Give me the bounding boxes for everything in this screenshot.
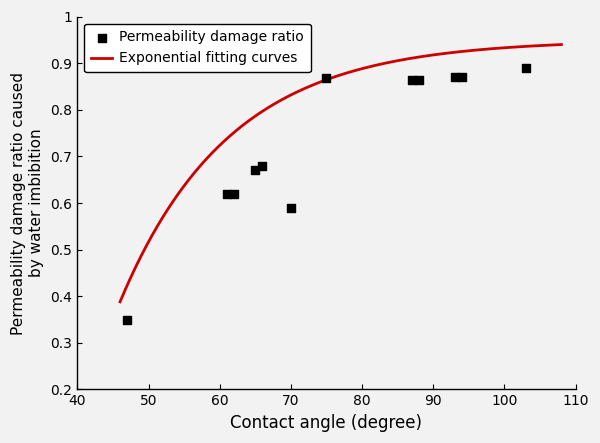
Exponential fitting curves — [558, 42, 565, 47]
Permeability damage ratio — [450, 74, 460, 81]
Permeability damage ratio — [407, 76, 417, 83]
Exponential fitting curves — [547, 43, 554, 48]
Permeability damage ratio — [229, 190, 239, 197]
Permeability damage ratio — [250, 167, 260, 174]
X-axis label: Contact angle (degree): Contact angle (degree) — [230, 414, 422, 432]
Line: Exponential fitting curves: Exponential fitting curves — [120, 45, 562, 302]
Exponential fitting curves — [478, 47, 485, 52]
Permeability damage ratio — [122, 316, 132, 323]
Permeability damage ratio — [257, 162, 267, 169]
Exponential fitting curves — [379, 61, 386, 66]
Y-axis label: Permeability damage ratio caused
by water imbibition: Permeability damage ratio caused by wate… — [11, 71, 44, 334]
Permeability damage ratio — [286, 204, 296, 211]
Exponential fitting curves — [326, 76, 333, 81]
Permeability damage ratio — [414, 76, 424, 83]
Exponential fitting curves — [355, 67, 362, 72]
Legend: Permeability damage ratio, Exponential fitting curves: Permeability damage ratio, Exponential f… — [84, 23, 311, 72]
Permeability damage ratio — [457, 74, 467, 81]
Permeability damage ratio — [521, 64, 530, 71]
Exponential fitting curves — [116, 299, 124, 304]
Exponential fitting curves — [329, 75, 336, 80]
Permeability damage ratio — [322, 74, 331, 82]
Permeability damage ratio — [222, 190, 232, 197]
